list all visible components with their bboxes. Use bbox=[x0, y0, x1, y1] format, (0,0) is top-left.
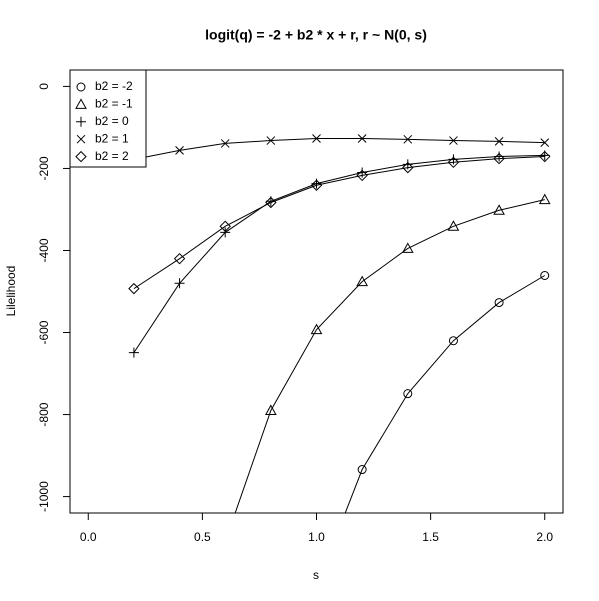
legend-marker bbox=[75, 98, 87, 109]
point bbox=[539, 150, 551, 163]
legend-box bbox=[69, 69, 147, 168]
series-line bbox=[133, 156, 545, 290]
point bbox=[219, 220, 231, 232]
legend-marker bbox=[76, 134, 86, 144]
point bbox=[447, 220, 460, 231]
point bbox=[449, 136, 458, 145]
x-axis-label: s bbox=[313, 568, 319, 582]
legend-marker bbox=[75, 150, 87, 163]
y-tick-label: -400 bbox=[37, 238, 51, 262]
point bbox=[540, 138, 550, 147]
legend-label: b2 = 0 bbox=[95, 114, 129, 128]
point bbox=[493, 204, 505, 215]
y-axis-label: Lilelihood bbox=[4, 266, 18, 317]
series-line bbox=[133, 154, 545, 353]
chart-title: logit(q) = -2 + b2 * x + r, r ~ N(0, s) bbox=[205, 27, 427, 43]
series-line bbox=[133, 138, 545, 160]
point bbox=[173, 252, 186, 265]
point bbox=[356, 169, 368, 182]
series-line bbox=[344, 275, 545, 513]
point bbox=[403, 134, 413, 144]
point bbox=[310, 179, 323, 191]
point bbox=[402, 161, 414, 174]
point bbox=[128, 282, 140, 295]
point bbox=[448, 336, 458, 346]
point bbox=[265, 196, 277, 209]
point bbox=[447, 156, 460, 168]
point bbox=[220, 227, 231, 238]
point bbox=[494, 298, 504, 308]
legend-marker bbox=[76, 82, 86, 92]
point bbox=[128, 347, 139, 358]
legend-label: b2 = 2 bbox=[95, 149, 129, 163]
point bbox=[357, 465, 367, 475]
legend-label: b2 = -1 bbox=[95, 97, 133, 111]
y-tick-label: -200 bbox=[37, 156, 51, 180]
plot-area bbox=[128, 134, 551, 513]
point bbox=[494, 137, 504, 146]
point bbox=[265, 404, 277, 415]
point bbox=[493, 152, 505, 165]
x-tick-label: 1.0 bbox=[308, 530, 325, 544]
x-tick-label: 2.0 bbox=[536, 530, 553, 544]
legend-label: b2 = 1 bbox=[95, 131, 129, 145]
x-tick-label: 0.5 bbox=[194, 530, 211, 544]
point bbox=[356, 275, 368, 287]
point bbox=[312, 134, 321, 143]
point bbox=[540, 271, 550, 281]
y-tick-label: -800 bbox=[37, 402, 51, 426]
point bbox=[174, 278, 185, 289]
legend-label: b2 = -2 bbox=[95, 79, 133, 93]
point bbox=[266, 136, 276, 145]
y-tick-label: 0 bbox=[37, 83, 51, 90]
legend-marker bbox=[76, 116, 86, 127]
point bbox=[357, 134, 367, 143]
point bbox=[401, 242, 414, 253]
point bbox=[220, 139, 230, 148]
x-tick-label: 1.5 bbox=[422, 530, 439, 544]
point bbox=[538, 193, 551, 205]
y-tick-label: -1000 bbox=[37, 481, 51, 512]
point bbox=[310, 323, 323, 335]
point bbox=[403, 389, 413, 399]
series-line bbox=[234, 199, 545, 513]
point bbox=[175, 146, 184, 155]
legend: b2 = -2 b2 = -1 b2 = 0 b2 = 1 b2 = 2 bbox=[69, 69, 147, 168]
y-tick-label: -600 bbox=[37, 320, 51, 344]
x-tick-label: 0.0 bbox=[80, 530, 97, 544]
